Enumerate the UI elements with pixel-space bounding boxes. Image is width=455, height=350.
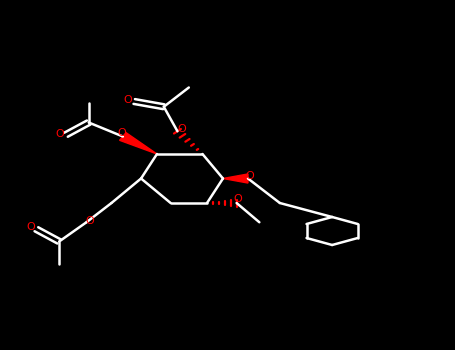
Text: O: O	[117, 128, 126, 138]
Text: O: O	[233, 195, 242, 204]
Polygon shape	[120, 133, 157, 154]
Text: O: O	[26, 223, 35, 232]
Text: O: O	[123, 96, 132, 105]
Text: O: O	[177, 125, 187, 134]
Text: O: O	[86, 216, 95, 225]
Text: O: O	[55, 129, 64, 139]
Polygon shape	[223, 174, 248, 183]
Text: O: O	[245, 171, 254, 181]
